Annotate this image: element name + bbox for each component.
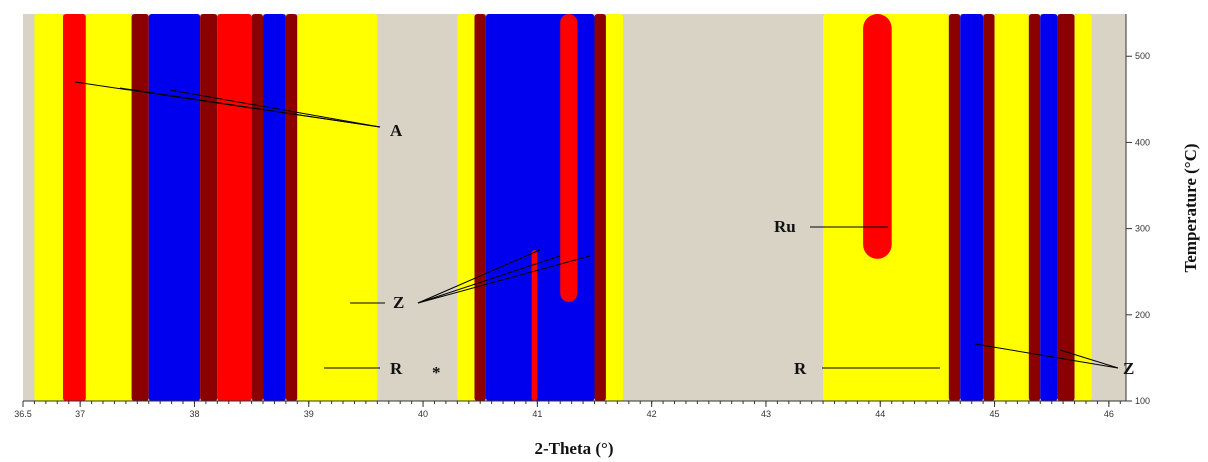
y-tick-label: 400 xyxy=(1135,137,1150,147)
annotation: A xyxy=(390,121,403,140)
x-tick-label: 45 xyxy=(990,409,1000,419)
y-tick-label: 500 xyxy=(1135,51,1150,61)
contour-band xyxy=(1040,14,1058,401)
contour-band xyxy=(1028,14,1041,401)
annotation: Ru xyxy=(774,217,796,236)
leader-line xyxy=(169,89,381,128)
contour-band xyxy=(560,14,578,302)
contour-band xyxy=(531,250,538,401)
contour-band xyxy=(148,14,201,401)
contour-band xyxy=(594,14,606,401)
y-tick-label: 300 xyxy=(1135,224,1150,234)
contour-band xyxy=(1057,14,1075,401)
leader-line xyxy=(1059,349,1119,369)
contour-band xyxy=(948,14,961,401)
contour-band xyxy=(63,14,86,401)
y-tick-label: 100 xyxy=(1135,396,1150,406)
annotation: Z xyxy=(1123,359,1134,378)
contour-band xyxy=(251,14,264,401)
leader-line xyxy=(974,343,1119,369)
y-tick-label: 200 xyxy=(1135,310,1150,320)
x-tick-label: 43 xyxy=(761,409,771,419)
annotation: * xyxy=(432,363,441,382)
contour-band xyxy=(263,14,286,401)
leader-line xyxy=(119,87,381,128)
x-tick-label: 41 xyxy=(532,409,542,419)
contour-band xyxy=(131,14,149,401)
contour-band xyxy=(960,14,984,401)
annotation: R xyxy=(794,359,807,378)
x-tick-label: 40 xyxy=(418,409,428,419)
contour-band xyxy=(85,14,132,401)
x-axis-label: 2-Theta (°) xyxy=(534,439,613,458)
contour-band xyxy=(297,14,378,401)
leader-line xyxy=(417,249,541,304)
contour-band xyxy=(457,14,475,401)
x-tick-label: 42 xyxy=(647,409,657,419)
leader-line xyxy=(417,255,561,304)
x-tick-label: 38 xyxy=(189,409,199,419)
contour-band xyxy=(605,14,624,401)
contour-band xyxy=(217,14,252,401)
contour-band xyxy=(983,14,995,401)
contour-band xyxy=(200,14,218,401)
x-tick-label: 36.5 xyxy=(14,409,32,419)
contour-band xyxy=(474,14,486,401)
x-tick-label: 37 xyxy=(75,409,85,419)
leader-line xyxy=(417,255,591,304)
plot-area xyxy=(23,14,1126,401)
x-tick-label: 46 xyxy=(1104,409,1114,419)
annotation: R xyxy=(390,359,403,378)
x-tick-label: 44 xyxy=(875,409,885,419)
contour-band xyxy=(485,14,595,401)
contour-band xyxy=(34,14,64,401)
contour-band xyxy=(1074,14,1092,401)
annotation: Z xyxy=(393,293,404,312)
contour-band xyxy=(285,14,298,401)
contour-band xyxy=(994,14,1029,401)
y-axis-label: Temperature (°C) xyxy=(1181,143,1200,272)
contour-band xyxy=(863,14,892,259)
x-tick-label: 39 xyxy=(304,409,314,419)
